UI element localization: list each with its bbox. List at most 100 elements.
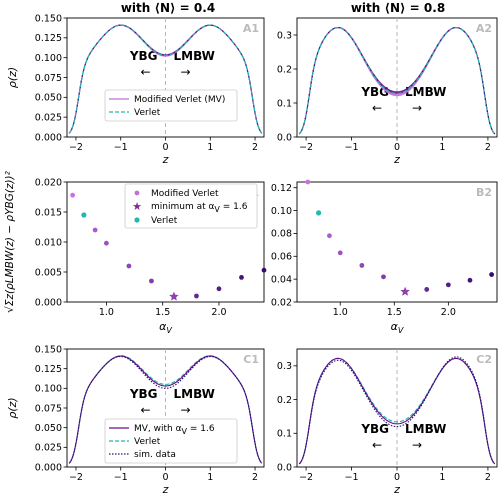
y-tick-label: 0.010 <box>35 237 62 248</box>
scatter-point <box>445 282 451 288</box>
x-tick-label: −1 <box>114 472 128 483</box>
y-tick-label: 0.100 <box>35 53 62 64</box>
arrow-right-icon: → <box>180 65 190 79</box>
scatter-point <box>337 250 343 256</box>
y-tick-label: 0.015 <box>35 207 62 218</box>
scatter-point <box>216 286 222 292</box>
y-tick-label: 0.000 <box>35 462 62 473</box>
y-tick-label: 0.150 <box>35 344 62 355</box>
verlet-series-line <box>68 24 263 134</box>
label-lmbw: LMBW <box>174 49 215 63</box>
x-tick-label: −2 <box>69 142 83 153</box>
x-tick-label: −1 <box>345 142 359 153</box>
scatter-point <box>194 293 199 299</box>
x-tick-label: −1 <box>114 142 128 153</box>
scatter-point <box>467 277 473 283</box>
sim-series-line <box>298 356 496 465</box>
y-tick-label: 0.020 <box>35 177 62 188</box>
y-tick-label: 0.02 <box>271 297 292 308</box>
legend-star-icon: ★ <box>132 200 142 213</box>
y-tick-label: 0.1 <box>277 98 292 109</box>
panel-label-C1: C1 <box>243 353 259 366</box>
panel-C1: −2 −1 0 1 2 0.000 0.025 0.050 0.075 0.100 0.125 0.1… <box>6 344 265 496</box>
scatter-point <box>359 263 365 268</box>
legend-label: Verlet <box>151 216 178 226</box>
legend-box-A1 <box>104 89 238 122</box>
x-tick-label: −2 <box>299 472 313 483</box>
y-tick-label: 0.04 <box>271 274 292 285</box>
x-tick-label: 1.0 <box>333 307 348 318</box>
legend-label: Modified Verlet <box>151 189 219 199</box>
legend-marker-icon <box>134 190 140 196</box>
y-tick-label: 0.025 <box>35 443 62 454</box>
y-tick-label: 0.0 <box>277 462 292 473</box>
y-tick-label: 0.050 <box>35 93 62 104</box>
arrow-left-icon: ← <box>140 403 150 417</box>
legend-marker-icon <box>134 217 140 223</box>
x-tick-label: 1 <box>207 142 213 153</box>
panel-A1: −2 −1 0 1 2 0.000 0.025 0.050 0.075 0.100 0.125 0.1… <box>6 13 265 166</box>
scatter-point <box>92 227 98 233</box>
scatter-point <box>239 275 244 280</box>
x-tick-label: 2 <box>252 472 258 483</box>
legend-label: minimum at αV = 1.6 <box>151 202 248 214</box>
panel-B1: 1.01.52.00.0000.0050.0100.0150.020B1Modi… <box>4 170 267 335</box>
scatter-point <box>489 272 494 277</box>
scatter-point-verlet <box>316 210 322 216</box>
arrow-left-icon: ← <box>140 65 150 79</box>
x-tick-label: 2 <box>252 142 258 153</box>
label-ybg: YBG <box>360 85 389 99</box>
legend-box-B1 <box>124 183 258 229</box>
verlet-series-line <box>298 26 496 135</box>
x-tick-label: 1 <box>439 142 445 153</box>
x-tick-label: 1.0 <box>99 307 114 318</box>
x-tick-label: 2 <box>485 472 491 483</box>
x-tick-label: 1.5 <box>387 307 402 318</box>
panel-label-C2: C2 <box>476 353 492 366</box>
panel-label-A1: A1 <box>243 22 259 35</box>
scatter-point <box>104 240 109 246</box>
y-tick-label: 0.000 <box>35 132 62 143</box>
y-tick-label: 0.08 <box>271 229 292 240</box>
x-tick-label: 2.0 <box>211 307 226 318</box>
scatter-point <box>327 233 332 239</box>
scatter-point <box>149 278 154 284</box>
scatter-point-min <box>400 286 410 296</box>
scatter-point <box>305 179 311 185</box>
label-lmbw: LMBW <box>405 85 446 99</box>
y-tick-label: 0.125 <box>35 364 62 375</box>
y-tick-label: 0.3 <box>277 361 292 372</box>
label-ybg: YBG <box>129 49 158 63</box>
panel-C2: −2 −1 0 1 2 0.0 0.1 0.2 0.3 C2 YBG LMBW ← → z <box>277 348 498 496</box>
scatter-point <box>261 267 267 273</box>
x-tick-label: 0 <box>162 472 168 483</box>
y-tick-label: 0.06 <box>271 252 292 263</box>
y-tick-label: 0.075 <box>35 73 62 84</box>
y-tick-label: 0.3 <box>277 30 292 41</box>
y-tick-label: 0.10 <box>271 206 292 217</box>
y-tick-label: 0.050 <box>35 423 62 434</box>
x-axis-label-B1: αV <box>159 320 172 335</box>
mv-series-line <box>298 357 496 465</box>
y-axis-label-B1: √Σz(ρLMBW(z) − ρYBG(z))² <box>4 170 16 312</box>
label-ybg: YBG <box>360 422 389 436</box>
legend-label: Verlet <box>134 437 161 447</box>
x-tick-label: −1 <box>345 472 359 483</box>
y-tick-label: 0.2 <box>277 395 292 406</box>
x-tick-label: −2 <box>299 142 313 153</box>
x-axis-label-C1: z <box>162 483 169 496</box>
x-axis-label-C2: z <box>393 483 400 496</box>
x-axis-label-A1: z <box>162 153 169 166</box>
column-title-left: with ⟨N⟩ = 0.4 <box>121 1 215 15</box>
scatter-point <box>424 287 430 292</box>
x-tick-label: 0 <box>394 472 400 483</box>
legend-label: Verlet <box>134 108 161 118</box>
y-tick-label: 0.12 <box>271 183 292 194</box>
y-axis-label-A1: ρ(z) <box>6 67 19 88</box>
panel-label-B2: B2 <box>476 186 492 199</box>
y-tick-label: 0.025 <box>35 112 62 123</box>
scatter-point <box>126 263 132 269</box>
arrow-right-icon: → <box>412 101 422 115</box>
arrow-left-icon: ← <box>372 438 382 452</box>
